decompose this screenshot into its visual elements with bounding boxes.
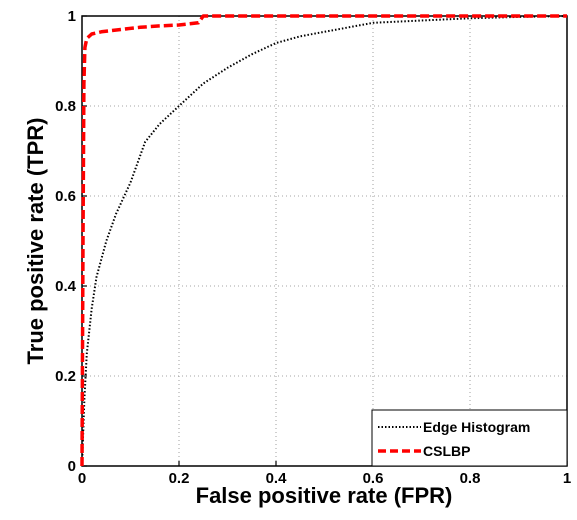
- y-tick-label: 0.6: [55, 188, 76, 205]
- x-tick-label: 1: [563, 470, 571, 487]
- y-tick-label: 1: [68, 8, 76, 25]
- legend-box: [371, 409, 568, 467]
- x-tick-label: 0.2: [169, 470, 190, 487]
- y-axis-title: True positive rate (TPR): [23, 118, 48, 365]
- series-lines: [80, 14, 568, 467]
- y-tick-label: 0.2: [55, 368, 76, 385]
- axis-ticks: 0 0.2 0.4 0.6 0.8 1 0 0.2 0.4 0.6 0.8 1: [55, 8, 571, 487]
- legend-label-cslbp: CSLBP: [423, 443, 470, 459]
- x-tick-label: 0.8: [460, 470, 481, 487]
- grid-lines: [82, 16, 567, 466]
- x-tick-label: 0.4: [266, 470, 288, 487]
- y-tick-label: 0: [68, 458, 76, 475]
- y-tick-label: 0.8: [55, 98, 76, 115]
- x-tick-label: 0: [78, 470, 86, 487]
- series-line-cslbp: [80, 14, 567, 467]
- y-tick-label: 0.4: [55, 278, 77, 295]
- legend: Edge Histogram CSLBP: [371, 409, 568, 467]
- x-tick-label: 0.6: [363, 470, 384, 487]
- x-axis-title: False positive rate (FPR): [196, 483, 453, 508]
- plot-frame: [81, 15, 568, 467]
- series-line-edge-histogram: [81, 15, 568, 467]
- legend-label-edge-histogram: Edge Histogram: [423, 419, 530, 435]
